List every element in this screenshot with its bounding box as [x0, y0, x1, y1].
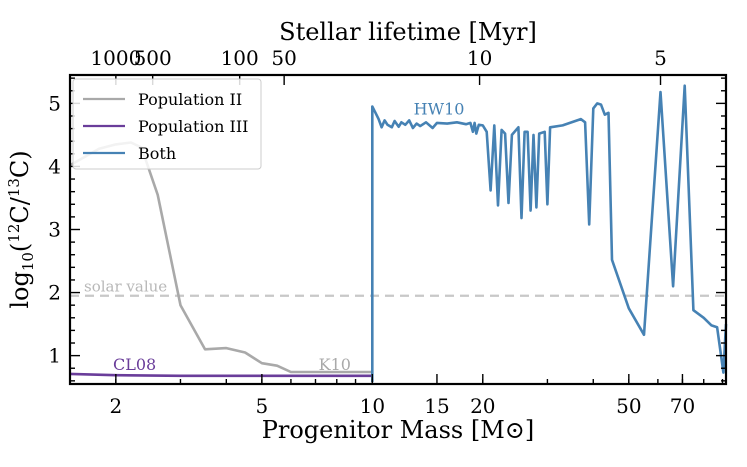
x-axis-label: Progenitor Mass [M⊙] [262, 416, 535, 444]
y-label-open: ( [6, 243, 34, 252]
y-label-sup13: 13 [5, 178, 23, 197]
legend: Population II Population III Both [72, 78, 262, 170]
annotation-cl08: CL08 [113, 355, 156, 374]
y-tick-label: 4 [48, 154, 61, 178]
top-tick-label: 10 [467, 46, 492, 70]
y-label-close: C) [6, 150, 34, 178]
y-tick-label: 3 [48, 218, 61, 242]
x-tick-label: 70 [670, 394, 695, 418]
legend-label-population-iii: Population III [138, 117, 248, 136]
legend-label-both: Both [138, 144, 176, 163]
solar-value-label: solar value [84, 278, 167, 296]
y-label-log: log [6, 271, 34, 309]
series-population-iii [69, 372, 373, 378]
y-label-sup12: 12 [5, 224, 23, 243]
annotation-hw10: HW10 [414, 99, 465, 118]
top-tick-label: 5 [654, 46, 667, 70]
legend-label-population-ii: Population II [138, 90, 242, 109]
y-tick-label: 2 [48, 281, 61, 305]
top-tick-label: 100 [221, 46, 259, 70]
legend-box [72, 78, 262, 170]
series-both [370, 84, 728, 383]
x-tick-label: 5 [256, 394, 269, 418]
top-tick-label: 500 [134, 46, 172, 70]
y-label-c: C/ [6, 196, 34, 223]
top-tick-label: 1000 [90, 46, 141, 70]
y-axis-label: log10(12C/13C) [5, 150, 37, 308]
y-tick-label: 5 [48, 91, 61, 115]
x-tick-label: 50 [616, 394, 641, 418]
y-tick-label: 1 [48, 344, 61, 368]
x-tick-label: 15 [424, 394, 449, 418]
x-tick-label: 10 [360, 394, 385, 418]
annotation-k10: K10 [319, 355, 351, 374]
top-axis-label: Stellar lifetime [Myr] [279, 18, 537, 46]
x-tick-label: 20 [470, 394, 495, 418]
x-tick-label: 2 [109, 394, 122, 418]
top-tick-label: 50 [271, 46, 296, 70]
y-label-sub: 10 [19, 252, 37, 271]
series-population-ii [69, 141, 373, 374]
